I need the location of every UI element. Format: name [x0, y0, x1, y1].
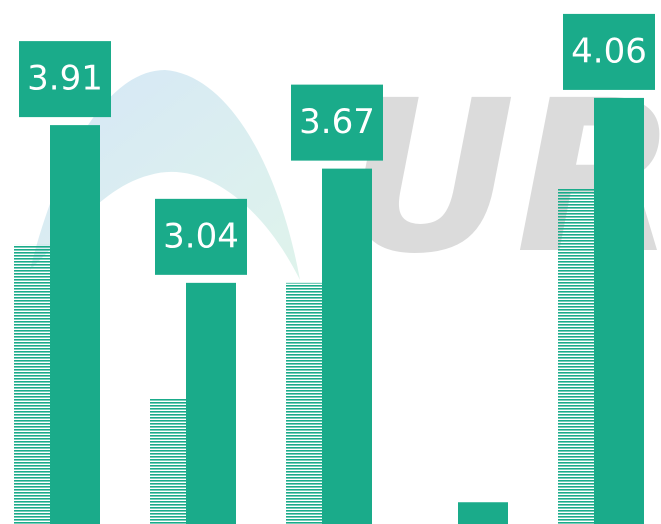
value-label: 3.91 [27, 59, 103, 99]
bar [594, 97, 644, 524]
hatched-bar [14, 244, 50, 524]
hatched-bar [286, 282, 322, 524]
value-label-box [291, 84, 383, 161]
bar [186, 282, 236, 524]
value-label: 3.67 [299, 102, 375, 142]
hatched-bar [150, 398, 186, 524]
plot: 3.91 3.04 3.67 4.06 [14, 13, 655, 524]
value-label: 4.06 [571, 31, 647, 71]
hatched-bar [558, 188, 594, 524]
value-label: 3.04 [163, 216, 239, 256]
bar [322, 168, 372, 524]
value-label-box [155, 198, 247, 275]
value-label-box [19, 41, 111, 118]
value-label-box [563, 13, 655, 90]
bar [458, 502, 508, 524]
bar [50, 125, 100, 524]
watermark-logo [30, 70, 300, 280]
